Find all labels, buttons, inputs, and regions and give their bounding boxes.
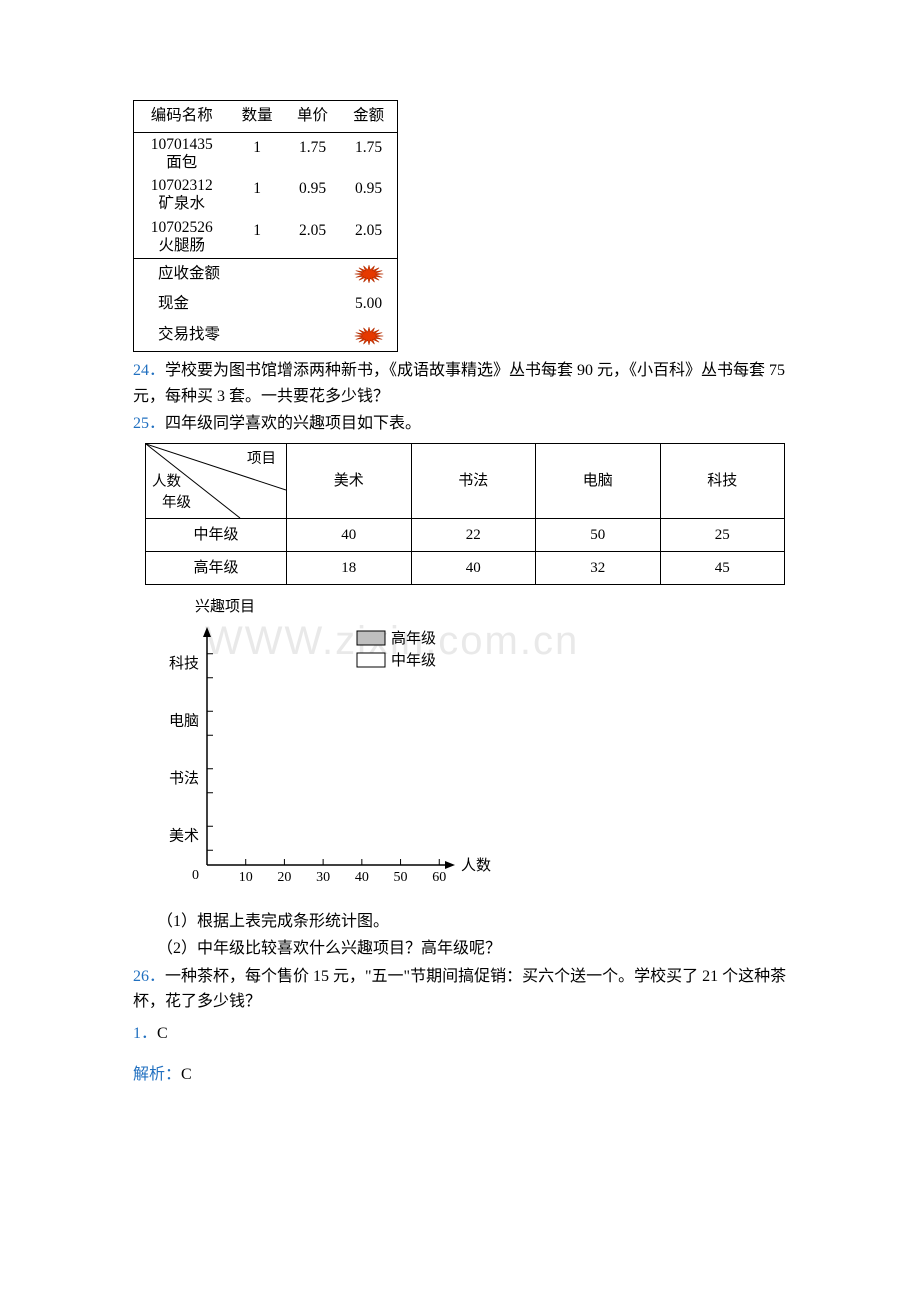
svg-text:50: 50 — [394, 870, 408, 885]
total-label: 应收金额 — [134, 258, 341, 289]
svg-text:30: 30 — [316, 870, 330, 885]
chart-title: 兴趣项目 — [195, 598, 255, 615]
rh-code: 编码名称 — [134, 101, 230, 133]
bar-chart-blank: 兴趣项目 0 10 20 30 40 50 60 人数 科技电脑书法美术 高年级中年级 — [147, 595, 787, 904]
q24-text: 学校要为图书馆增添两种新书，《成语故事精选》丛书每套 90 元，《小百科》丛书每… — [133, 362, 785, 405]
a1-exp-label: 解析： — [133, 1066, 181, 1083]
svg-text:电脑: 电脑 — [169, 712, 199, 729]
q26-text: 一种茶杯，每个售价 15 元，"五一"节期间搞促销：买六个送一个。学校买了 21… — [133, 968, 786, 1011]
cell: 50 — [536, 518, 661, 551]
diag-top: 项目 — [247, 448, 276, 471]
cell: 18 — [287, 551, 412, 584]
svg-text:0: 0 — [192, 868, 199, 883]
q24-num: 24． — [133, 362, 165, 379]
svg-text:10: 10 — [239, 870, 253, 885]
col-calli: 书法 — [411, 443, 536, 518]
table-row: 高年级 18 40 32 45 — [146, 551, 785, 584]
total-burst — [340, 258, 397, 289]
svg-text:人数: 人数 — [461, 857, 491, 874]
cell: 25 — [660, 518, 785, 551]
rh-qty: 数量 — [229, 101, 284, 133]
receipt-row: 10701435面包 11.751.75 — [134, 132, 398, 174]
svg-text:中年级: 中年级 — [391, 652, 436, 669]
a1-num: 1． — [133, 1025, 157, 1042]
cell: 45 — [660, 551, 785, 584]
question-26: 26．一种茶杯，每个售价 15 元，"五一"节期间搞促销：买六个送一个。学校买了… — [133, 964, 787, 1015]
svg-text:20: 20 — [277, 870, 291, 885]
a1-exp-val: C — [181, 1066, 192, 1083]
cash-label: 现金 — [134, 289, 341, 320]
cell: 40 — [287, 518, 412, 551]
col-comp: 电脑 — [536, 443, 661, 518]
diag-left: 人数 — [152, 471, 181, 494]
diag-header: 项目 人数 年级 — [146, 443, 287, 518]
col-art: 美术 — [287, 443, 412, 518]
q25-text: 四年级同学喜欢的兴趣项目如下表。 — [165, 415, 421, 432]
cell: 32 — [536, 551, 661, 584]
col-tech: 科技 — [660, 443, 785, 518]
q25-sub1: （1）根据上表完成条形统计图。 — [133, 909, 787, 935]
svg-text:60: 60 — [432, 870, 446, 885]
change-label: 交易找零 — [134, 320, 341, 351]
cell: 40 — [411, 551, 536, 584]
svg-text:书法: 书法 — [169, 770, 199, 787]
receipt-row: 10702312矿泉水 10.950.95 — [134, 174, 398, 216]
diag-bottom: 年级 — [162, 492, 191, 515]
row-high-label: 高年级 — [146, 551, 287, 584]
svg-text:美术: 美术 — [169, 827, 199, 844]
hobby-table: 项目 人数 年级 美术 书法 电脑 科技 中年级 40 22 50 25 高年级… — [145, 443, 785, 585]
change-burst — [340, 320, 397, 351]
rh-amt: 金额 — [340, 101, 397, 133]
table-row: 中年级 40 22 50 25 — [146, 518, 785, 551]
svg-text:40: 40 — [355, 870, 369, 885]
answer-1-exp: 解析：C — [133, 1062, 787, 1088]
question-25: 25．四年级同学喜欢的兴趣项目如下表。 — [133, 411, 787, 437]
svg-text:高年级: 高年级 — [391, 630, 436, 647]
receipt-row: 10702526火腿肠 12.052.05 — [134, 216, 398, 258]
rh-price: 单价 — [285, 101, 340, 133]
a1-val: C — [157, 1025, 168, 1042]
svg-text:科技: 科技 — [169, 655, 199, 672]
receipt-table: 编码名称 数量 单价 金额 10701435面包 11.751.75107023… — [133, 100, 398, 352]
cell: 22 — [411, 518, 536, 551]
row-mid-label: 中年级 — [146, 518, 287, 551]
q26-num: 26． — [133, 968, 165, 985]
answer-1: 1．C — [133, 1021, 787, 1047]
cash-value: 5.00 — [340, 289, 397, 320]
q25-num: 25． — [133, 415, 165, 432]
question-24: 24．学校要为图书馆增添两种新书，《成语故事精选》丛书每套 90 元，《小百科》… — [133, 358, 787, 409]
q25-sub2: （2）中年级比较喜欢什么兴趣项目？高年级呢？ — [133, 936, 787, 962]
